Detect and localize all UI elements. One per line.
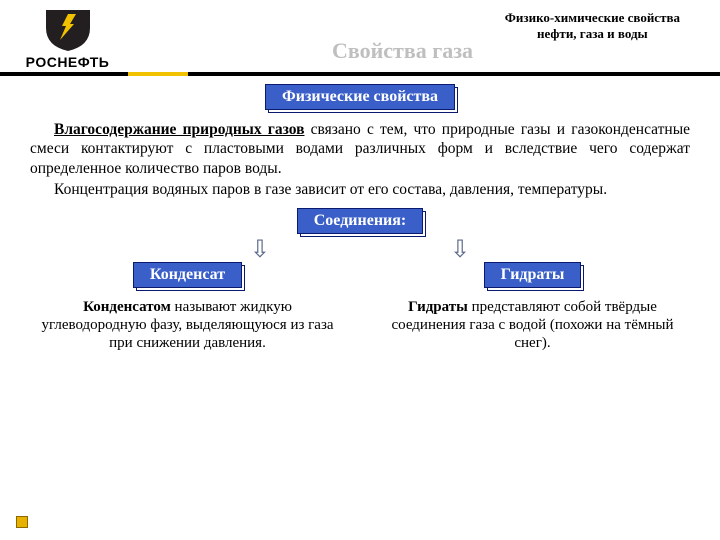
column-right: Гидраты Гидраты представляют собой твёрд… — [375, 262, 690, 352]
left-text: Конденсатом называют жидкую углеводородн… — [30, 298, 345, 352]
divider-seg-2 — [128, 72, 188, 76]
header: РОСНЕФТЬ Физико-химические свойства нефт… — [0, 0, 720, 70]
body-text: Влагосодержание природных газов связано … — [0, 120, 720, 200]
left-lead: Конденсатом — [83, 299, 171, 315]
divider-seg-3 — [188, 72, 720, 76]
header-divider — [0, 72, 720, 76]
p1-lead: Влагосодержание природных газов — [54, 121, 304, 138]
page-title: Свойства газа — [85, 38, 720, 64]
right-label-row: Гидраты — [375, 262, 690, 288]
corner-title-line1: Физико-химические свойства — [505, 10, 680, 26]
physical-properties-box: Физические свойства — [265, 84, 455, 110]
two-columns: Конденсат Конденсатом называют жидкую уг… — [0, 262, 720, 352]
corner-title-line2: нефти, газа и воды — [505, 26, 680, 42]
compounds-box: Соединения: — [297, 208, 424, 234]
column-left: Конденсат Конденсатом называют жидкую уг… — [30, 262, 345, 352]
arrow-left-icon: ⇩ — [250, 238, 270, 262]
compounds-box-row: Соединения: — [0, 208, 720, 234]
divider-seg-1 — [0, 72, 128, 76]
left-label-row: Конденсат — [30, 262, 345, 288]
paragraph-2: Концентрация водяных паров в газе зависи… — [30, 180, 690, 199]
header-right: Физико-химические свойства нефти, газа и… — [125, 8, 720, 64]
right-lead: Гидраты — [408, 299, 468, 315]
arrows-row: ⇩ ⇩ — [0, 238, 720, 262]
hydrates-box: Гидраты — [484, 262, 582, 288]
footer-bullet-icon — [16, 516, 28, 528]
paragraph-1: Влагосодержание природных газов связано … — [30, 120, 690, 178]
condensate-box: Конденсат — [133, 262, 242, 288]
physical-box-row: Физические свойства — [0, 84, 720, 110]
arrow-right-icon: ⇩ — [450, 238, 470, 262]
right-text: Гидраты представляют собой твёрдые соеди… — [375, 298, 690, 352]
corner-title: Физико-химические свойства нефти, газа и… — [505, 10, 680, 41]
